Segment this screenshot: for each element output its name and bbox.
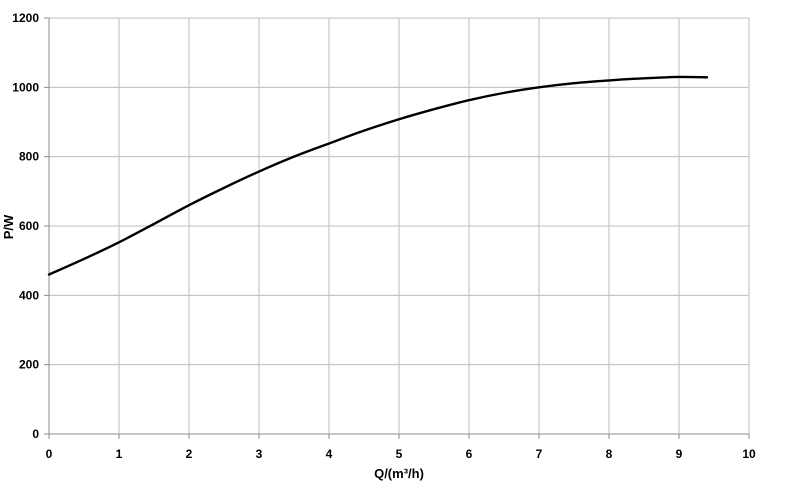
tick-labels: 0 200 400 600 800 1000 1200 0 1 2 3 4 5 6 7 8 9 10 [12, 11, 756, 461]
y-tick-label: 400 [19, 288, 39, 302]
grid [49, 17, 750, 434]
x-tick-label: 1 [116, 447, 123, 461]
x-tick-label: 9 [676, 447, 683, 461]
x-tick-label: 10 [742, 447, 756, 461]
y-tick-label: 1000 [12, 80, 39, 94]
x-tick-label: 7 [536, 447, 543, 461]
y-tick-label: 800 [19, 150, 39, 164]
x-tick-label: 0 [46, 447, 53, 461]
x-tick-label: 3 [256, 447, 263, 461]
y-tick-label: 600 [19, 219, 39, 233]
y-axis-title: P/W [1, 214, 16, 239]
axes [44, 17, 750, 439]
x-tick-label: 5 [396, 447, 403, 461]
x-tick-label: 6 [466, 447, 473, 461]
x-tick-label: 4 [326, 447, 333, 461]
series-line-power [47, 75, 709, 276]
x-axis-title: Q/(m³/h) [374, 466, 424, 481]
x-tick-label: 8 [606, 447, 613, 461]
y-tick-label: 0 [32, 427, 39, 441]
series [47, 75, 709, 276]
x-tick-label: 2 [186, 447, 193, 461]
y-tick-label: 1200 [12, 11, 39, 25]
y-tick-label: 200 [19, 358, 39, 372]
